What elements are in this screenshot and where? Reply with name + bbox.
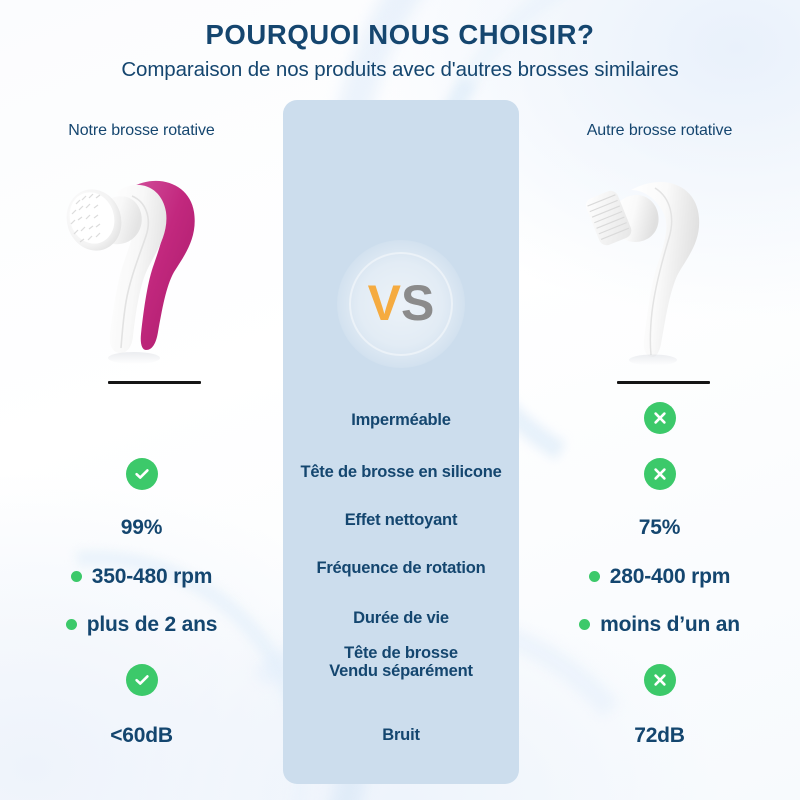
- check-icon: [125, 458, 158, 490]
- center-feature-panel: VS Imperméable Tête de brosse en silicone…: [283, 100, 519, 784]
- feature-label: Durée de vie: [283, 609, 519, 628]
- cross-icon: [643, 458, 676, 490]
- product-shadow: [107, 352, 160, 364]
- brush-accent-shell: [129, 180, 195, 350]
- spec-bullet-item: 350-480 rpm: [0, 565, 283, 587]
- cross-icon: [643, 402, 676, 434]
- feature-label: Imperméable: [283, 411, 519, 430]
- vs-badge: VS: [337, 240, 465, 368]
- other-brush-seam: [649, 187, 672, 356]
- column-our-product: Notre brosse rotative: [0, 0, 283, 800]
- vs-label: VS: [368, 278, 435, 328]
- bullet-dot-icon: [65, 619, 77, 630]
- spec-value: 72dB: [634, 724, 685, 747]
- check-icon: [125, 664, 158, 696]
- divider-left: [108, 381, 201, 384]
- feature-label: Tête de brosse Vendu séparément: [283, 644, 519, 681]
- feature-label-text: Fréquence de rotation: [316, 559, 486, 577]
- spec-bullet-item: moins d’un an: [519, 613, 800, 635]
- feature-label-text: Tête de brosse en silicone: [300, 463, 502, 481]
- other-product-shadow: [628, 354, 677, 366]
- spec-value: 75%: [638, 516, 681, 539]
- feature-label: Bruit: [283, 726, 519, 745]
- spec-bullet-text: 280-400 rpm: [609, 565, 731, 588]
- bullet-dot-icon: [70, 571, 82, 582]
- feature-label: Effet nettoyant: [283, 511, 519, 530]
- column-other-product: Autre brosse rotative: [519, 0, 800, 800]
- feature-label-text: Durée de vie: [353, 609, 449, 627]
- bullet-dot-icon: [579, 619, 591, 630]
- vs-letter-v: V: [367, 275, 401, 331]
- feature-label-text: Imperméable: [351, 411, 451, 429]
- spec-bullet-text: moins d’un an: [600, 613, 740, 636]
- spec-value: <60dB: [110, 724, 173, 747]
- feature-label-text: Effet nettoyant: [344, 511, 458, 529]
- spec-bullet-item: 280-400 rpm: [519, 565, 800, 587]
- other-brush-illustration: [585, 182, 699, 366]
- our-brush-illustration: [66, 180, 195, 364]
- column-heading-left: Notre brosse rotative: [68, 122, 215, 139]
- spec-bullet-text: plus de 2 ans: [86, 613, 218, 636]
- other-brush-body: [630, 182, 699, 358]
- spec-bullet-wrapper: moins d’un an: [579, 614, 740, 635]
- spec-bullet-item: plus de 2 ans: [0, 613, 283, 635]
- feature-label-text: Tête de brosse: [344, 644, 458, 662]
- spec-bullet-wrapper: plus de 2 ans: [65, 613, 218, 636]
- feature-label: Fréquence de rotation: [283, 559, 519, 578]
- spec-bullet-wrapper: 280-400 rpm: [588, 565, 731, 588]
- feature-label-text-secondary: Vendu séparément: [329, 661, 473, 680]
- header: POURQUOI NOUS CHOISIR? Comparaison de no…: [0, 19, 800, 82]
- other-brush-head: [585, 190, 631, 246]
- spec-bullet-wrapper: 350-480 rpm: [70, 565, 213, 588]
- feature-label-text: Bruit: [382, 726, 420, 744]
- product-image-other-brush: [519, 160, 800, 370]
- cross-icon: [643, 664, 676, 696]
- vs-letter-s: S: [401, 275, 435, 331]
- spec-bullet-text: 350-480 rpm: [91, 565, 213, 588]
- brush-body-seam: [119, 195, 149, 349]
- product-image-our-brush: [0, 160, 283, 370]
- feature-label: Tête de brosse en silicone: [283, 463, 519, 482]
- page-title: POURQUOI NOUS CHOISIR?: [205, 19, 595, 50]
- divider-right: [617, 381, 710, 384]
- spec-value: 99%: [120, 516, 163, 539]
- bullet-dot-icon: [588, 571, 600, 582]
- page-subtitle: Comparaison de nos produits avec d'autre…: [121, 58, 679, 82]
- brush-bristles: [70, 193, 100, 243]
- column-heading-right: Autre brosse rotative: [586, 122, 733, 139]
- brush-bristle-field: [69, 192, 114, 244]
